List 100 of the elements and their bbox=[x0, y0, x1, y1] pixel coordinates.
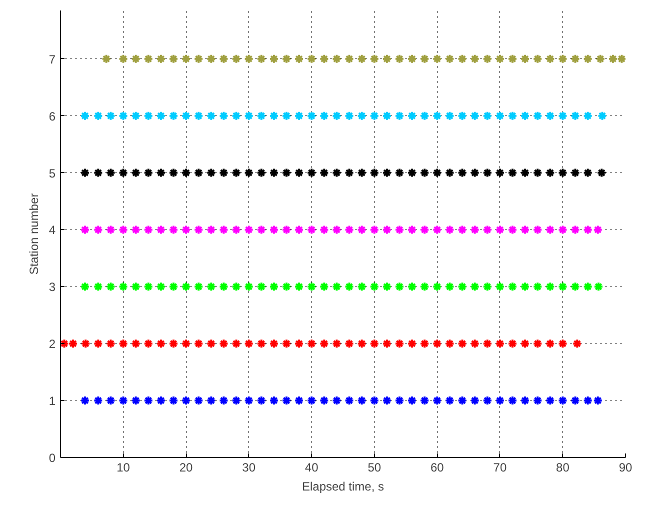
point bbox=[545, 282, 556, 292]
point bbox=[592, 396, 603, 406]
point bbox=[244, 110, 254, 121]
point bbox=[218, 282, 229, 292]
point bbox=[532, 396, 543, 406]
point bbox=[457, 338, 468, 349]
point bbox=[407, 338, 418, 349]
point bbox=[268, 282, 279, 292]
point bbox=[294, 110, 304, 121]
y-tick-label: 5 bbox=[48, 166, 56, 180]
point bbox=[407, 168, 418, 178]
y-tick-label: 7 bbox=[48, 52, 56, 66]
point bbox=[394, 338, 404, 349]
point bbox=[282, 110, 292, 121]
point bbox=[420, 54, 430, 64]
point bbox=[356, 282, 367, 292]
point bbox=[594, 282, 604, 292]
point bbox=[369, 282, 380, 292]
point bbox=[244, 282, 254, 292]
point bbox=[282, 338, 292, 349]
point bbox=[595, 54, 606, 64]
point bbox=[582, 54, 593, 64]
point bbox=[106, 110, 116, 121]
point bbox=[143, 110, 154, 121]
point bbox=[194, 54, 204, 64]
point bbox=[344, 224, 354, 235]
point bbox=[444, 282, 455, 292]
point bbox=[482, 282, 492, 292]
point bbox=[545, 168, 556, 178]
point bbox=[407, 110, 418, 121]
point bbox=[582, 282, 593, 292]
point bbox=[143, 54, 154, 64]
point bbox=[508, 110, 518, 121]
point bbox=[294, 282, 304, 292]
point bbox=[231, 396, 242, 406]
point bbox=[206, 224, 216, 235]
point bbox=[494, 110, 505, 121]
point bbox=[218, 110, 229, 121]
point bbox=[143, 338, 154, 349]
point bbox=[494, 282, 505, 292]
point bbox=[168, 282, 178, 292]
point bbox=[206, 282, 216, 292]
point bbox=[332, 396, 342, 406]
point bbox=[369, 338, 380, 349]
point bbox=[306, 168, 317, 178]
point bbox=[444, 396, 455, 406]
point bbox=[130, 396, 141, 406]
point bbox=[457, 54, 468, 64]
point bbox=[306, 396, 317, 406]
point bbox=[344, 282, 354, 292]
point bbox=[444, 338, 455, 349]
point bbox=[231, 168, 242, 178]
point bbox=[218, 396, 229, 406]
point bbox=[394, 54, 404, 64]
point bbox=[444, 224, 455, 235]
y-axis-title: Station number bbox=[26, 193, 41, 275]
point bbox=[282, 224, 292, 235]
point bbox=[101, 54, 112, 64]
point bbox=[608, 54, 618, 64]
point bbox=[130, 224, 141, 235]
point bbox=[482, 338, 492, 349]
point bbox=[118, 168, 128, 178]
point bbox=[332, 224, 342, 235]
point bbox=[470, 282, 480, 292]
point bbox=[118, 110, 128, 121]
point bbox=[572, 338, 582, 349]
point bbox=[432, 338, 442, 349]
point bbox=[218, 224, 229, 235]
point bbox=[470, 110, 480, 121]
point bbox=[118, 396, 128, 406]
point bbox=[244, 396, 254, 406]
point bbox=[282, 282, 292, 292]
point bbox=[382, 282, 392, 292]
y-tick-label: 0 bbox=[48, 451, 56, 465]
point bbox=[294, 396, 304, 406]
point bbox=[106, 338, 116, 349]
point bbox=[206, 168, 216, 178]
point bbox=[181, 110, 192, 121]
x-tick-label: 80 bbox=[556, 460, 570, 474]
point bbox=[482, 396, 492, 406]
point bbox=[256, 168, 266, 178]
point bbox=[93, 168, 104, 178]
point bbox=[194, 110, 204, 121]
point bbox=[282, 396, 292, 406]
point bbox=[306, 54, 317, 64]
point bbox=[494, 54, 505, 64]
point bbox=[282, 168, 292, 178]
point bbox=[106, 396, 116, 406]
point bbox=[268, 54, 279, 64]
point bbox=[244, 54, 254, 64]
x-tick-label: 70 bbox=[493, 460, 507, 474]
point bbox=[356, 110, 367, 121]
point bbox=[268, 168, 279, 178]
point bbox=[168, 110, 178, 121]
point bbox=[582, 396, 593, 406]
point bbox=[582, 168, 593, 178]
point bbox=[156, 282, 166, 292]
point bbox=[194, 338, 204, 349]
point bbox=[482, 224, 492, 235]
point bbox=[80, 282, 90, 292]
